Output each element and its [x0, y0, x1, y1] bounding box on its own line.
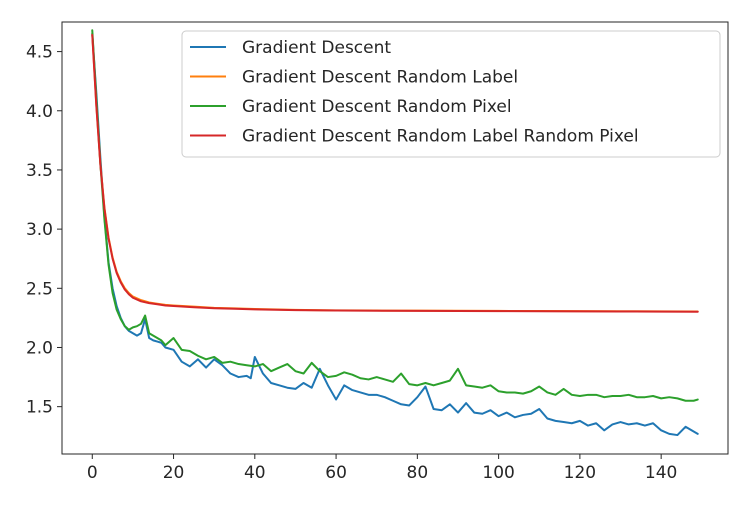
x-tick-label: 80: [407, 463, 429, 483]
series-layer: [91, 29, 699, 437]
series-line-3: [91, 29, 699, 402]
legend-label-1: Gradient Descent: [242, 38, 391, 58]
legend-label-2: Gradient Descent Random Label: [242, 68, 518, 88]
y-tick-label: 2.0: [26, 338, 53, 358]
y-tick-label: 3.0: [26, 220, 53, 240]
legend: Gradient Descent Gradient Descent Random …: [181, 30, 721, 158]
series-line-1: [91, 32, 699, 437]
x-tick-label: 100: [482, 463, 514, 483]
legend-label-4: Gradient Descent Random Label Random Pix…: [242, 127, 639, 147]
y-tick-label: 3.5: [26, 161, 53, 181]
y-tick-label: 1.5: [26, 398, 53, 418]
x-tick-label: 40: [244, 463, 266, 483]
series-line-4: [91, 34, 699, 313]
x-tick-label: 140: [645, 463, 677, 483]
x-tick-label: 120: [564, 463, 596, 483]
legend-label-3: Gradient Descent Random Pixel: [242, 97, 512, 117]
x-tick-label: 0: [87, 463, 98, 483]
y-tick-label: 4.5: [26, 43, 53, 63]
axes-frame: [61, 21, 729, 455]
axes-layer: 0 20 40 60 80 100 120 140 1.5 2.0 2.5 3.0 3.5 4.0 4.5: [26, 21, 729, 483]
x-tick-label: 20: [163, 463, 185, 483]
y-tick-label: 2.5: [26, 279, 53, 299]
legend-box: [181, 30, 721, 158]
x-tick-label: 60: [325, 463, 347, 483]
y-tick-label: 4.0: [26, 102, 53, 122]
